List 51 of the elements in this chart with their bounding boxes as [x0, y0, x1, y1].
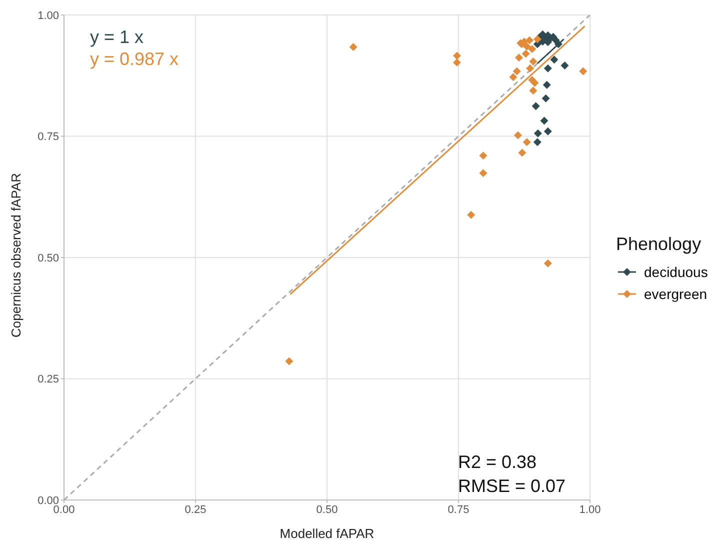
point	[528, 44, 536, 53]
annotation: y = 0.987 x	[90, 48, 179, 70]
x-axis-title: Modelled fAPAR	[280, 526, 374, 541]
point	[452, 58, 461, 67]
point	[285, 357, 294, 366]
point	[550, 56, 558, 64]
point	[533, 35, 542, 44]
point	[532, 102, 540, 110]
point	[479, 169, 488, 178]
point	[579, 67, 588, 76]
point	[522, 138, 531, 146]
point	[518, 148, 526, 157]
legend-label: evergreen	[643, 285, 708, 304]
annotation: y = 1 x	[90, 26, 145, 48]
point	[467, 210, 476, 219]
point	[529, 58, 538, 66]
x-tick-label: 1.00	[579, 504, 601, 516]
point	[544, 64, 552, 72]
point	[534, 129, 542, 138]
y-tick-label: 0.50	[38, 252, 59, 264]
point	[479, 152, 488, 160]
point	[544, 259, 552, 268]
y-tick-label: 0.75	[38, 131, 59, 144]
point	[544, 127, 552, 136]
annotation: RMSE = 0.07	[458, 475, 566, 498]
point	[522, 50, 530, 58]
point	[542, 94, 550, 102]
legend-title: Phenology	[616, 234, 702, 255]
point	[512, 67, 521, 76]
point	[452, 52, 461, 60]
point	[533, 138, 542, 146]
point	[542, 80, 551, 89]
x-tick-label: 0.25	[184, 504, 206, 516]
point	[560, 61, 569, 70]
point	[514, 54, 523, 62]
y-axis-title: Copernicus observed fAPAR	[8, 172, 24, 338]
point	[530, 78, 539, 87]
y-tick-label: 0.25	[38, 374, 59, 386]
point	[349, 43, 358, 52]
point	[514, 131, 522, 140]
point	[529, 86, 538, 95]
legend-label: deciduous	[643, 263, 708, 282]
point	[526, 64, 534, 72]
x-tick-label: 0.75	[448, 504, 470, 516]
point	[522, 42, 531, 51]
point	[540, 116, 548, 125]
point	[526, 36, 534, 44]
x-tick-label: 0.50	[316, 504, 338, 516]
annotation: R2 = 0.38	[458, 451, 538, 474]
point	[509, 73, 518, 82]
y-tick-label: 1.00	[38, 10, 59, 22]
